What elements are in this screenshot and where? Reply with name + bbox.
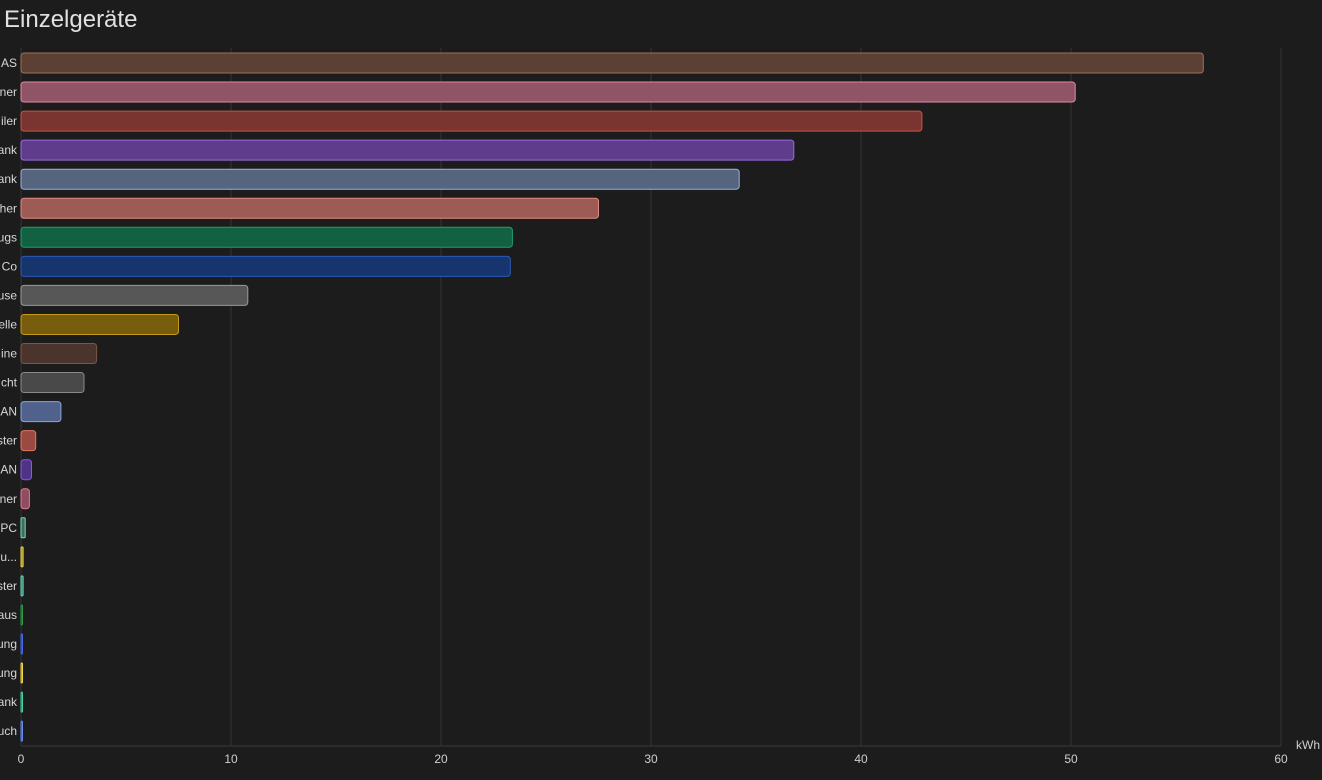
category-label: use bbox=[0, 288, 17, 302]
bar[interactable] bbox=[20, 691, 23, 713]
category-label: ine bbox=[1, 347, 17, 361]
category-label: AS bbox=[1, 56, 17, 70]
category-label: ank bbox=[0, 695, 18, 709]
bar[interactable] bbox=[20, 662, 23, 684]
bar[interactable] bbox=[20, 139, 795, 161]
bar[interactable] bbox=[20, 313, 179, 335]
x-tick-label: 40 bbox=[854, 752, 868, 766]
bar[interactable] bbox=[20, 110, 923, 132]
bar[interactable] bbox=[20, 720, 23, 742]
category-label: ung bbox=[0, 666, 17, 680]
bar[interactable] bbox=[20, 633, 23, 655]
category-label: PC bbox=[0, 521, 17, 535]
bar[interactable] bbox=[20, 488, 30, 510]
bar[interactable] bbox=[20, 546, 24, 568]
bar[interactable] bbox=[20, 604, 23, 626]
bar[interactable] bbox=[20, 517, 26, 539]
bar[interactable] bbox=[20, 430, 37, 452]
category-label: ugs bbox=[0, 230, 17, 244]
bar[interactable] bbox=[20, 401, 62, 423]
category-label: ner bbox=[0, 492, 17, 506]
bar[interactable] bbox=[20, 459, 32, 481]
x-tick-label: 60 bbox=[1274, 752, 1288, 766]
bar[interactable] bbox=[20, 575, 24, 597]
card-title: Einzelgeräte bbox=[4, 6, 138, 33]
x-unit-label: kWh bbox=[1296, 738, 1320, 752]
x-tick-label: 10 bbox=[224, 752, 238, 766]
category-label: ner bbox=[0, 85, 17, 99]
category-label: ster bbox=[0, 434, 17, 448]
bar[interactable] bbox=[20, 284, 249, 306]
x-tick-label: 0 bbox=[18, 752, 25, 766]
category-label: aus bbox=[0, 608, 17, 622]
category-label: her bbox=[0, 201, 17, 215]
category-label: ster bbox=[0, 579, 17, 593]
bar[interactable] bbox=[20, 343, 98, 364]
x-tick-label: 20 bbox=[434, 752, 448, 766]
x-tick-label: 50 bbox=[1064, 752, 1078, 766]
category-label: ank bbox=[0, 143, 18, 157]
category-label: AN bbox=[0, 463, 17, 477]
bar[interactable] bbox=[20, 197, 599, 219]
category-label: AN bbox=[0, 405, 17, 419]
category-label: uch bbox=[0, 724, 17, 738]
category-label: Co bbox=[2, 259, 18, 273]
category-label: ank bbox=[0, 172, 18, 186]
category-label: cht bbox=[1, 376, 18, 390]
bar[interactable] bbox=[20, 226, 513, 248]
category-label: elle bbox=[0, 317, 17, 331]
bar[interactable] bbox=[20, 168, 740, 190]
category-label: ung bbox=[0, 637, 17, 651]
bar[interactable] bbox=[20, 52, 1204, 74]
x-tick-label: 30 bbox=[644, 752, 658, 766]
bar[interactable] bbox=[20, 372, 85, 394]
category-label: iler bbox=[1, 114, 17, 128]
bar[interactable] bbox=[20, 255, 511, 277]
category-label: u... bbox=[0, 550, 17, 564]
bar[interactable] bbox=[20, 81, 1076, 103]
